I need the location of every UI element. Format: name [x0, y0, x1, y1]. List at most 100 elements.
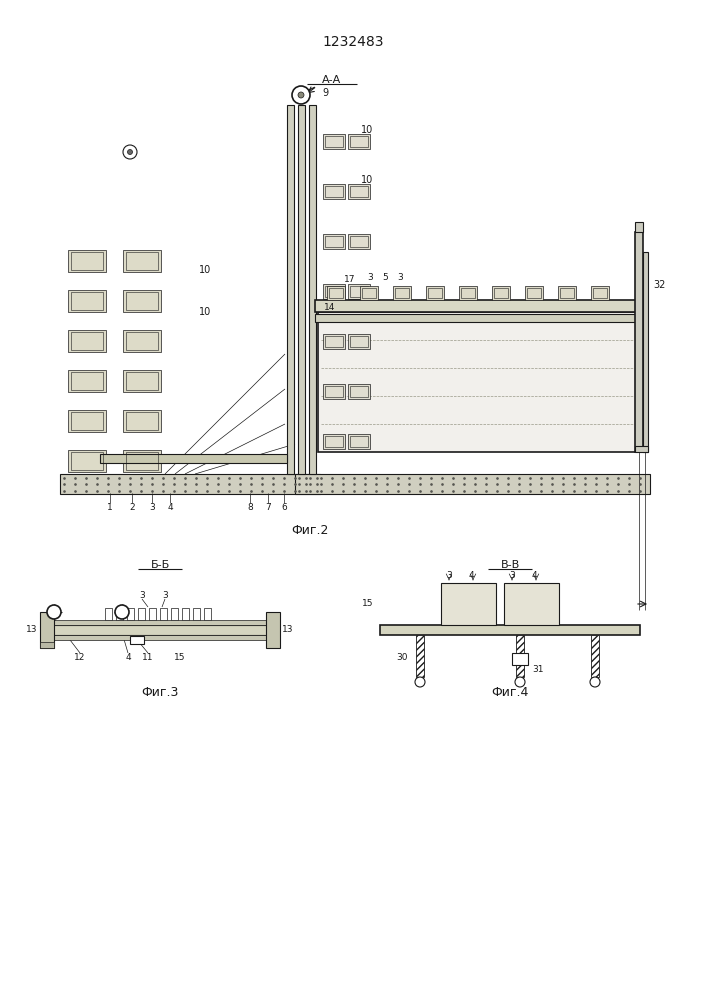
Bar	[348, 334, 370, 349]
Bar	[123, 370, 161, 392]
Text: Фиг.4: Фиг.4	[491, 686, 529, 700]
Text: 3: 3	[509, 570, 515, 580]
Bar	[492, 286, 510, 300]
Text: 8: 8	[247, 504, 253, 512]
Bar	[459, 286, 477, 300]
Circle shape	[47, 605, 61, 619]
Text: 1: 1	[107, 504, 113, 512]
Bar	[71, 412, 103, 430]
Bar	[71, 332, 103, 350]
Bar	[325, 386, 343, 397]
Text: 5: 5	[382, 273, 388, 282]
Bar	[60, 474, 320, 494]
Circle shape	[123, 145, 137, 159]
Bar	[348, 434, 370, 449]
Text: 15: 15	[174, 654, 186, 662]
Text: 4: 4	[531, 570, 537, 580]
Text: 9: 9	[322, 88, 328, 98]
Bar	[362, 288, 376, 298]
Bar	[525, 286, 543, 300]
Text: Фиг.2: Фиг.2	[291, 524, 329, 536]
Bar	[327, 286, 345, 300]
Text: 13: 13	[282, 626, 293, 635]
Bar	[287, 105, 294, 474]
Bar	[323, 334, 345, 349]
Bar	[416, 635, 424, 677]
Circle shape	[115, 605, 129, 619]
Bar	[325, 336, 343, 347]
Bar	[68, 330, 106, 352]
Bar	[71, 452, 103, 470]
Text: 32: 32	[654, 280, 666, 290]
Bar	[643, 252, 648, 452]
Bar	[149, 608, 156, 620]
Bar	[50, 620, 270, 625]
Bar	[348, 134, 370, 149]
Bar	[68, 250, 106, 272]
Bar	[350, 186, 368, 197]
Bar	[395, 288, 409, 298]
Bar	[593, 288, 607, 298]
Bar	[591, 635, 599, 677]
Bar	[323, 184, 345, 199]
Bar	[100, 454, 287, 463]
Bar	[71, 372, 103, 390]
Text: 11: 11	[142, 654, 153, 662]
Bar	[323, 384, 345, 399]
Bar	[71, 252, 103, 270]
Bar	[350, 436, 368, 447]
Bar	[193, 608, 200, 620]
Text: А-А: А-А	[322, 75, 341, 85]
Bar	[350, 386, 368, 397]
Text: 3: 3	[149, 504, 155, 512]
Bar	[461, 288, 475, 298]
Circle shape	[515, 677, 525, 687]
Bar	[527, 288, 541, 298]
Text: 2: 2	[129, 504, 135, 512]
Text: Фиг.3: Фиг.3	[141, 686, 179, 700]
Bar	[123, 410, 161, 432]
Bar	[298, 105, 305, 474]
Text: 4: 4	[167, 504, 173, 512]
Text: 1232483: 1232483	[322, 35, 384, 49]
Bar	[325, 286, 343, 297]
Bar	[441, 583, 496, 625]
Bar	[323, 284, 345, 299]
Bar	[504, 583, 559, 625]
Bar	[116, 608, 123, 620]
Text: 30: 30	[396, 654, 408, 662]
Bar	[315, 314, 638, 322]
Bar	[635, 232, 643, 452]
Bar	[266, 612, 280, 648]
Bar	[348, 384, 370, 399]
Bar	[329, 288, 343, 298]
Text: 3: 3	[139, 590, 145, 599]
Bar	[315, 300, 638, 312]
Bar	[635, 446, 648, 452]
Bar	[494, 288, 508, 298]
Bar	[40, 642, 54, 648]
Bar	[350, 336, 368, 347]
Bar	[635, 222, 643, 232]
Bar	[123, 250, 161, 272]
Bar	[318, 312, 636, 452]
Text: 4: 4	[468, 570, 474, 580]
Bar	[160, 608, 167, 620]
Text: 14: 14	[325, 304, 336, 312]
Bar	[325, 136, 343, 147]
Bar	[560, 288, 574, 298]
Circle shape	[292, 86, 310, 104]
Bar	[350, 286, 368, 297]
Bar	[295, 474, 650, 494]
Bar	[50, 625, 270, 635]
Bar	[380, 625, 640, 635]
Bar	[558, 286, 576, 300]
Bar	[323, 434, 345, 449]
Text: 3: 3	[397, 273, 403, 282]
Bar	[325, 186, 343, 197]
Bar	[126, 252, 158, 270]
Bar	[348, 234, 370, 249]
Bar	[68, 450, 106, 472]
Bar	[516, 635, 524, 677]
Bar	[350, 136, 368, 147]
